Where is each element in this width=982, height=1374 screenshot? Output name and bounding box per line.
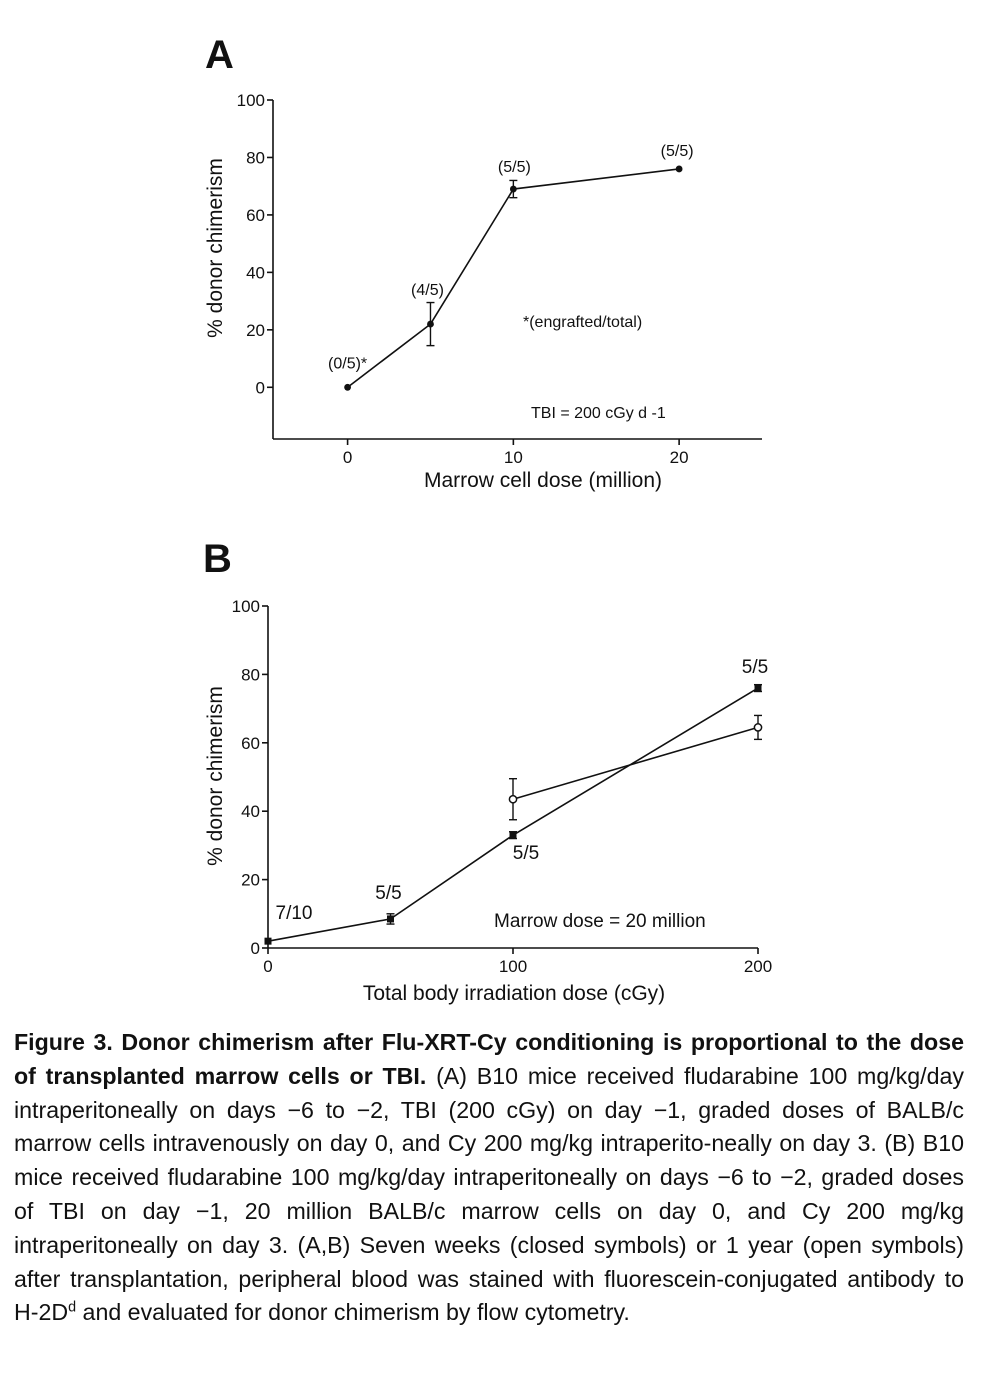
figure-caption: Figure 3. Donor chimerism after Flu-XRT-…	[14, 1026, 964, 1330]
panel-a-closed-point	[344, 383, 351, 391]
panel-b-y-tick-label: 80	[241, 665, 260, 684]
panel-b-open-point	[753, 723, 763, 732]
panel-b-closed-point	[509, 831, 517, 839]
figure-3: A % donor chimerism Marrow cell dose (mi…	[203, 33, 772, 1005]
panel-b-y-tick-label: 60	[241, 734, 260, 753]
panel-a-x-axis-title: Marrow cell dose (million)	[424, 469, 662, 492]
panel-b-y-axis-title: % donor chimerism	[204, 686, 227, 866]
panel-b-chart: B % donor chimerism Total body irradiati…	[203, 537, 772, 1005]
panel-a-y-tick-label: 100	[237, 91, 265, 110]
caption-body-end: and evaluated for donor chimerism by flo…	[76, 1299, 630, 1326]
panel-a-y-tick-label: 60	[246, 206, 265, 225]
panel-b-closed-point	[264, 937, 272, 945]
panel-a-x-tick-label: 10	[504, 448, 523, 467]
panel-b-y-tick-label: 0	[251, 939, 260, 958]
panel-a-point-label: (5/5)	[498, 159, 531, 176]
panel-b-y-tick-label: 20	[241, 871, 260, 890]
caption-bold-title: Figure 3. Donor chimerism after Flu-XRT-…	[14, 1029, 964, 1089]
panel-b-point-label: 5/5	[375, 883, 401, 904]
panel-b-marks: 7/10 5/5 5/5 5/5	[264, 657, 768, 945]
panel-b-marrow-dose-annotation: Marrow dose = 20 million	[494, 911, 706, 932]
panel-b-x-axis-title: Total body irradiation dose (cGy)	[363, 982, 665, 1005]
panel-a-marks: (0/5)* (4/5) (5/5) (5/5)	[328, 143, 694, 391]
panel-a-point-label: (4/5)	[411, 282, 444, 299]
panel-a-y-tick-label: 20	[246, 321, 265, 340]
panel-a-chart: A % donor chimerism Marrow cell dose (mi…	[204, 33, 762, 492]
panel-a-closed-point	[427, 320, 434, 328]
panel-b-x-tick-label: 200	[744, 957, 772, 976]
panel-a-axes: 0 20 40 60 80 100 0 10 20	[237, 91, 762, 467]
panel-b-axes: 0 20 40 60 80 100 0 100 200	[232, 597, 773, 976]
panel-a-y-tick-label: 40	[246, 263, 265, 282]
panel-b-letter: B	[203, 537, 232, 581]
panel-a-point-label: (5/5)	[661, 143, 694, 160]
panel-b-x-tick-label: 100	[499, 957, 527, 976]
panel-a-point-label: (0/5)*	[328, 355, 367, 372]
panel-a-series-1-line	[347, 168, 680, 388]
panel-a-closed-point	[509, 185, 517, 193]
caption-superscript: d	[68, 1299, 77, 1316]
panel-a-x-tick-label: 0	[343, 448, 352, 467]
panel-b-y-tick-label: 40	[241, 802, 260, 821]
panel-b-series-2-line	[512, 726, 759, 800]
panel-a-x-tick-label: 20	[670, 448, 689, 467]
panel-a-y-tick-label: 80	[246, 148, 265, 167]
panel-b-point-label: 5/5	[513, 843, 539, 864]
panel-b-closed-point	[754, 684, 762, 692]
panel-b-x-tick-label: 0	[263, 957, 272, 976]
panel-b-y-tick-label: 100	[232, 597, 260, 616]
panel-a-footnote-annotation: *(engrafted/total)	[523, 314, 642, 331]
panel-a-tbi-annotation: TBI = 200 cGy d -1	[531, 405, 666, 422]
caption-body: (A) B10 mice received fludarabine 100 mg…	[14, 1062, 964, 1326]
panel-b-closed-point	[387, 915, 394, 923]
panel-b-open-point	[508, 794, 518, 804]
panel-b-point-label: 7/10	[276, 903, 313, 924]
panel-a-closed-point	[675, 165, 683, 173]
panel-b-series-1-line	[267, 687, 759, 942]
panel-a-letter: A	[205, 33, 234, 77]
panel-a-y-axis-title: % donor chimerism	[204, 158, 227, 338]
panel-a-y-tick-label: 0	[256, 378, 265, 397]
panel-b-point-label: 5/5	[742, 657, 768, 678]
